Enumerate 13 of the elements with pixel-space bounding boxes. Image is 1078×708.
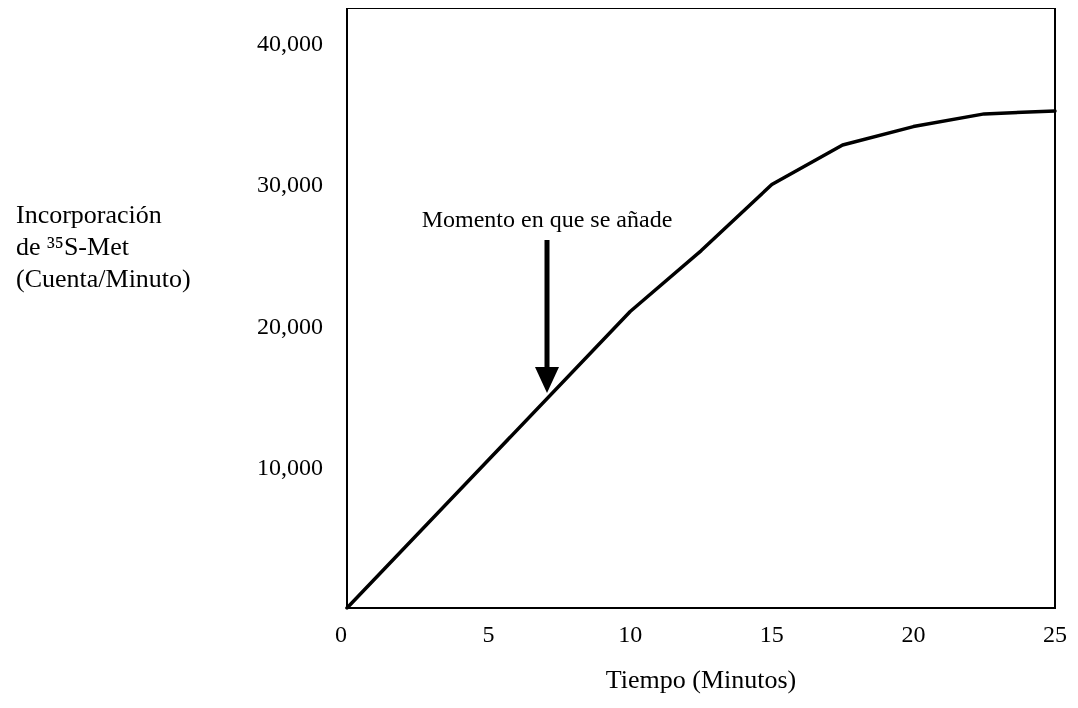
x-axis-title: Tiempo (Minutos) <box>605 664 797 694</box>
x-tick-label: 0 <box>335 621 347 647</box>
annotation: Momento en que se añade <box>420 206 674 233</box>
x-tick-label: 20 <box>901 621 926 647</box>
y-axis-title: Incorporación de ³⁵S-Met (Cuenta/Minuto) <box>16 199 191 293</box>
y-tick-label: 40,000 <box>257 30 323 57</box>
y-tick-label: 30,000 <box>257 171 323 198</box>
y-tick-label: 10,000 <box>257 453 323 480</box>
y-tick-label: 20,000 <box>257 312 323 339</box>
x-tick-label: 10 <box>618 621 643 647</box>
x-tick-label: 15 <box>759 621 784 647</box>
x-tick-label: 25 <box>1043 621 1067 647</box>
x-tick-label: 5 <box>482 621 495 647</box>
